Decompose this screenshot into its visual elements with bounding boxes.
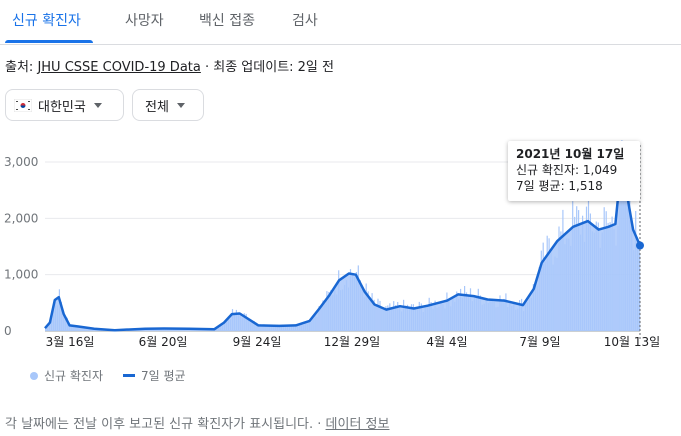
korea-flag-icon	[14, 98, 32, 112]
x-tick-label: 4월 4일	[426, 335, 467, 349]
region-label: 대한민국	[38, 99, 86, 115]
hover-point	[636, 241, 644, 250]
chevron-down-icon	[176, 102, 185, 108]
tooltip-average: 7일 평균: 1,518	[516, 179, 603, 193]
scope-label: 전체	[145, 99, 169, 115]
legend-average-label: 7일 평균	[141, 369, 186, 383]
tab-vaccinations[interactable]: 백신 접종	[199, 13, 255, 29]
average-line-path	[44, 163, 642, 332]
average-line	[44, 163, 642, 332]
x-tick-label: 9월 24일	[233, 335, 282, 349]
x-tick-label: 3월 16일	[46, 335, 95, 349]
chevron-down-icon	[93, 102, 102, 108]
legend-cases-label: 신규 확진자	[44, 369, 104, 383]
y-tick-label: 2,000	[4, 211, 38, 225]
average-area	[45, 164, 640, 331]
average-area-fill	[45, 164, 640, 331]
source-line: 출처: JHU CSSE COVID-19 Data · 최종 업데이트: 2일…	[5, 56, 334, 75]
y-tick-label: 1,000	[4, 268, 38, 282]
tab-bar: 신규 확진자 사망자 백신 접종 검사	[0, 0, 681, 45]
tab-new-cases[interactable]: 신규 확진자	[12, 13, 81, 29]
source-link[interactable]: JHU CSSE COVID-19 Data	[37, 60, 201, 75]
x-tick-label: 7월 9일	[519, 335, 560, 349]
last-updated: · 최종 업데이트: 2일 전	[200, 60, 334, 75]
footer-text: 각 날짜에는 전날 이후 보고된 신규 확진자가 표시됩니다. ·	[5, 417, 326, 432]
legend-average-swatch	[123, 374, 136, 377]
source-prefix: 출처:	[5, 60, 38, 75]
tab-deaths[interactable]: 사망자	[125, 13, 164, 29]
x-tick-label: 12월 29일	[324, 335, 380, 349]
y-tick-label: 0	[4, 324, 12, 338]
y-axis-labels: 0 1,000 2,000 3,000	[4, 155, 38, 338]
x-tick-label: 6월 20일	[139, 335, 188, 349]
scope-dropdown[interactable]: 전체	[132, 89, 204, 121]
tooltip-cases: 신규 확진자: 1,049	[516, 163, 618, 177]
y-tick-label: 3,000	[4, 155, 38, 169]
x-tick-label: 10월 13일	[604, 335, 660, 349]
chart-tooltip: 2021년 10월 17일 신규 확진자: 1,049 7일 평균: 1,518	[508, 141, 640, 201]
x-axis-labels: 3월 16일 6월 20일 9월 24일 12월 29일 4월 4일 7월 9일 10월 1…	[46, 335, 661, 349]
data-info-link[interactable]: 데이터 정보	[325, 417, 390, 432]
footer-note: 각 날짜에는 전날 이후 보고된 신규 확진자가 표시됩니다. · 데이터 정보	[5, 413, 389, 432]
tab-tests[interactable]: 검사	[292, 13, 318, 29]
cases-chart[interactable]: 0 1,000 2,000 3,000 3월 16일 6월 20일 9월 24일 12월 2…	[0, 140, 681, 360]
active-tab-indicator	[5, 40, 93, 43]
chart-legend: 신규 확진자 7일 평균	[30, 367, 186, 384]
legend-cases-swatch	[30, 371, 38, 380]
tooltip-date: 2021년 10월 17일	[516, 147, 625, 161]
region-dropdown[interactable]: 대한민국	[5, 89, 124, 121]
